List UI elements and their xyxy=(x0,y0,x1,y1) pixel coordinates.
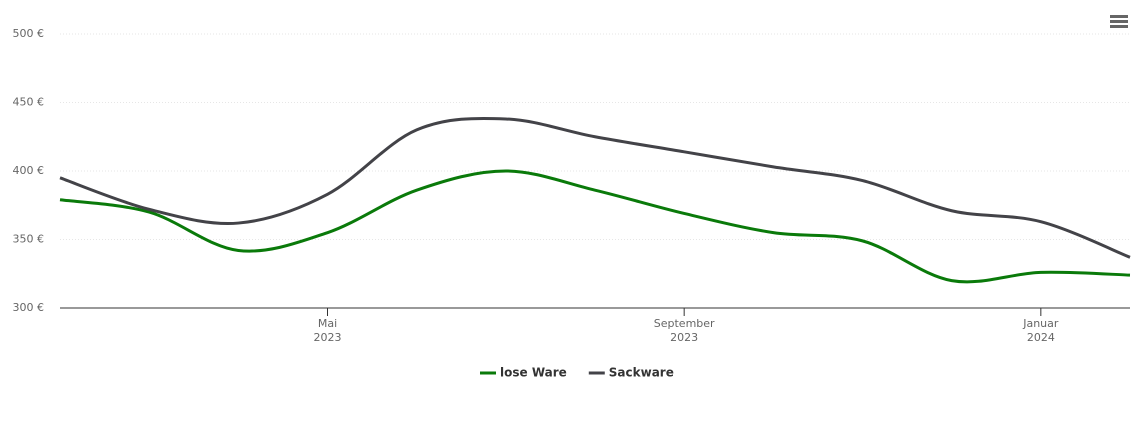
legend-item[interactable]: Sackware xyxy=(588,366,674,380)
menu-bar xyxy=(1110,25,1128,28)
y-tick-label: 500 € xyxy=(13,27,45,40)
x-tick-label: 2023 xyxy=(670,331,698,344)
x-tick-label: September xyxy=(654,317,715,330)
x-tick-label: 2024 xyxy=(1027,331,1055,344)
y-tick-label: 450 € xyxy=(13,96,45,109)
menu-button[interactable] xyxy=(1110,15,1128,28)
legend-item[interactable]: lose Ware xyxy=(480,366,567,380)
y-tick-label: 350 € xyxy=(13,233,45,246)
y-tick-label: 400 € xyxy=(13,164,45,177)
menu-bar xyxy=(1110,20,1128,23)
x-tick-label: Januar xyxy=(1022,317,1059,330)
x-tick-label: Mai xyxy=(318,317,337,330)
menu-bar xyxy=(1110,15,1128,18)
legend-label: Sackware xyxy=(609,366,674,380)
series-line xyxy=(59,116,1131,259)
series-line xyxy=(59,169,1131,284)
legend: lose Ware Sackware xyxy=(480,366,674,380)
x-tick-label: 2023 xyxy=(314,331,342,344)
y-tick-label: 300 € xyxy=(13,301,45,314)
legend-label: lose Ware xyxy=(500,366,567,380)
